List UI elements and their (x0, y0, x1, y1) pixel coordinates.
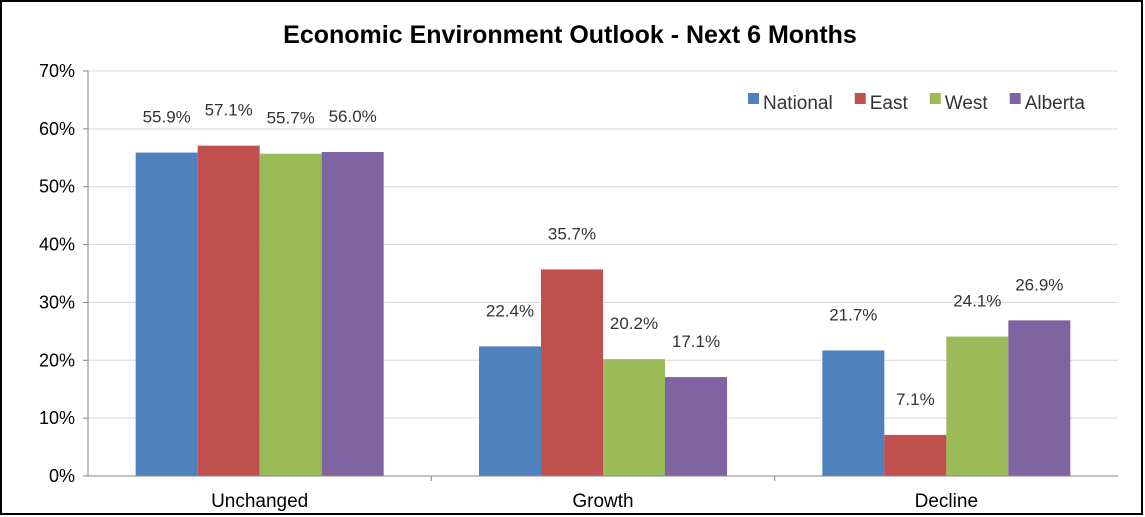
x-category-label: Decline (915, 491, 978, 512)
data-label: 55.7% (267, 109, 315, 128)
legend-swatch-national (748, 93, 759, 104)
y-tick-label: 50% (39, 177, 75, 197)
bar-national-decline (822, 350, 885, 476)
bars (135, 145, 1071, 477)
legend-label-alberta: Alberta (1025, 93, 1086, 114)
y-tick-label: 0% (49, 466, 75, 486)
data-label: 22.4% (486, 301, 534, 320)
chart-title: Economic Environment Outlook - Next 6 Mo… (283, 21, 857, 49)
x-category-label: Unchanged (211, 491, 308, 512)
legend-label-east: East (870, 93, 909, 114)
data-label: 56.0% (329, 107, 377, 126)
y-tick-label: 70% (39, 61, 75, 81)
bar-alberta-decline (1008, 320, 1071, 476)
data-label: 35.7% (548, 224, 596, 243)
bar-east-decline (884, 434, 947, 476)
y-tick-label: 30% (39, 292, 75, 312)
bar-alberta-growth (665, 377, 727, 476)
data-label: 17.1% (672, 332, 720, 351)
y-tick-label: 20% (39, 350, 75, 370)
data-label: 20.2% (610, 314, 658, 333)
bar-national-growth (479, 346, 541, 476)
legend-swatch-west (929, 93, 941, 104)
data-label: 7.1% (896, 390, 935, 409)
data-label: 26.9% (1015, 275, 1063, 294)
data-label: 57.1% (205, 101, 253, 120)
y-tick-label: 60% (39, 119, 75, 139)
legend-swatch-east (854, 93, 866, 104)
bar-west-growth (603, 359, 665, 476)
y-axis: 0% 10% 20% 30% 40% 50% 60% 70% (39, 61, 89, 486)
x-category-label: Growth (572, 491, 633, 512)
data-label: 21.7% (829, 305, 877, 324)
bar-alberta-unchanged (321, 152, 384, 476)
data-label: 55.9% (143, 108, 191, 127)
bar-west-unchanged (259, 153, 322, 476)
bar-east-growth (541, 269, 603, 476)
data-label: 24.1% (953, 292, 1001, 311)
y-tick-label: 10% (39, 408, 75, 428)
bar-east-unchanged (197, 145, 260, 476)
data-labels: 55.9% 57.1% 55.7% 56.0% 22.4% 35.7% 20.2% 17.1%… (143, 101, 1064, 409)
legend-label-west: West (945, 93, 989, 114)
x-axis: Unchanged Growth Decline (88, 475, 1118, 512)
legend-label-national: National (763, 93, 833, 114)
bar-west-decline (946, 336, 1009, 476)
bar-national-unchanged (135, 152, 198, 477)
y-tick-label: 40% (39, 235, 75, 255)
legend-swatch-alberta (1009, 93, 1021, 104)
legend: National East West Alberta (748, 93, 1085, 114)
